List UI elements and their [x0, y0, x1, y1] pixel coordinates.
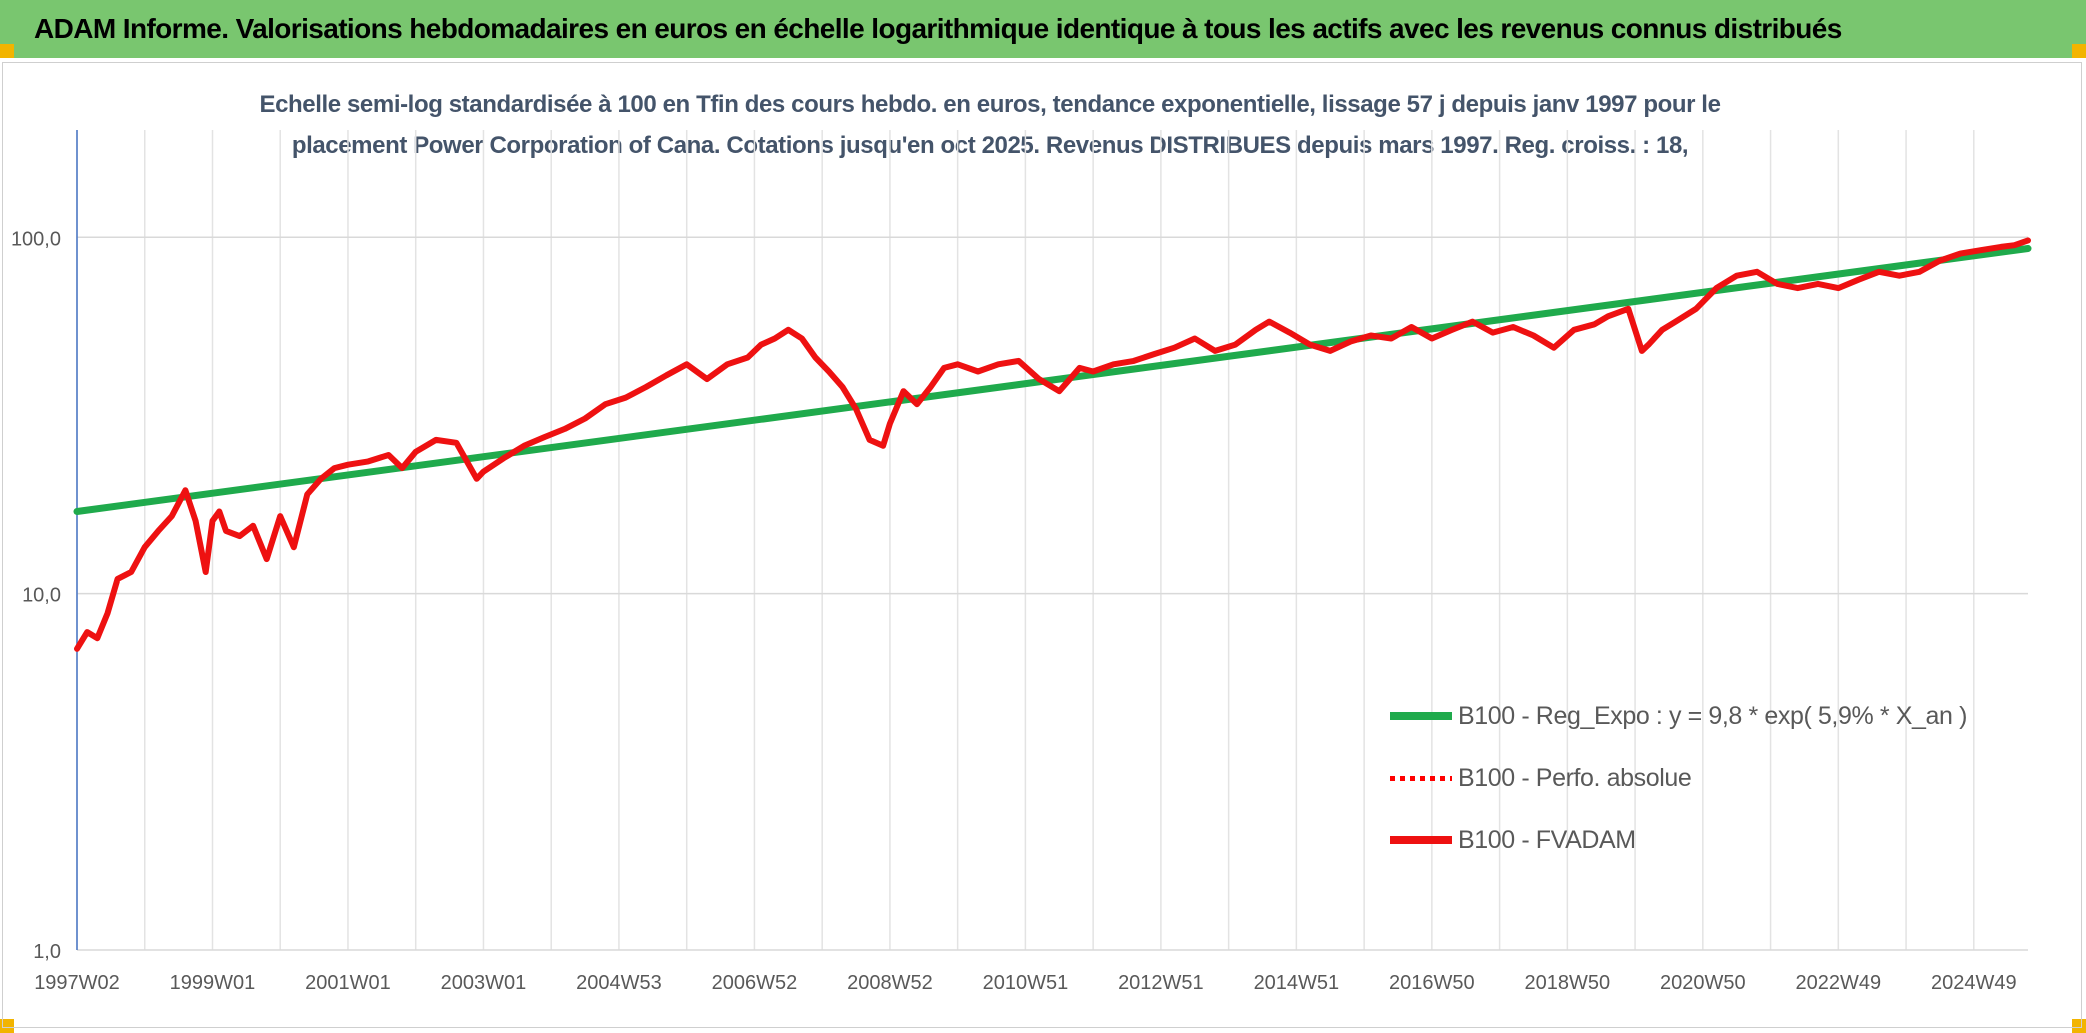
x-tick-label: 2024W49 — [1931, 972, 2017, 994]
corner-marker — [0, 44, 14, 58]
x-tick-label: 1999W01 — [170, 972, 256, 994]
y-tick-label: 100,0 — [11, 228, 61, 250]
legend-item-absolute: B100 - Perfo. absolue — [1390, 747, 1967, 809]
corner-marker — [2072, 1019, 2086, 1033]
x-tick-label: 2018W50 — [1525, 972, 1611, 994]
report-banner: ADAM Informe. Valorisations hebdomadaire… — [0, 0, 2086, 58]
x-tick-label: 2008W52 — [847, 972, 933, 994]
x-tick-label: 2014W51 — [1254, 972, 1340, 994]
y-tick-label: 1,0 — [33, 941, 61, 963]
legend-swatch-absolute — [1390, 775, 1452, 781]
legend-label-regression: B100 - Reg_Expo : y = 9,8 * exp( 5,9% * … — [1458, 701, 1967, 730]
y-tick-label: 10,0 — [22, 585, 61, 607]
legend-swatch-regression — [1390, 712, 1452, 720]
legend-label-absolute: B100 - Perfo. absolue — [1458, 763, 1692, 792]
x-tick-label: 2016W50 — [1389, 972, 1475, 994]
corner-marker — [2072, 44, 2086, 58]
x-tick-label: 2003W01 — [441, 972, 527, 994]
x-tick-label: 2012W51 — [1118, 972, 1204, 994]
series-line-0 — [73, 245, 2032, 515]
chart-legend: B100 - Reg_Expo : y = 9,8 * exp( 5,9% * … — [1390, 685, 1967, 871]
legend-item-fvadam: B100 - FVADAM — [1390, 809, 1967, 871]
x-tick-label: 1997W02 — [34, 972, 120, 994]
x-tick-label: 2006W52 — [712, 972, 798, 994]
chart-title: Echelle semi-log standardisée à 100 en T… — [140, 84, 1840, 166]
legend-swatch-fvadam — [1390, 836, 1452, 844]
x-tick-label: 2001W01 — [305, 972, 391, 994]
chart-frame — [2, 62, 2082, 1028]
x-tick-label: 2004W53 — [576, 972, 662, 994]
x-tick-label: 2020W50 — [1660, 972, 1746, 994]
corner-marker — [0, 1019, 14, 1033]
x-tick-label: 2022W49 — [1796, 972, 1882, 994]
report-title: ADAM Informe. Valorisations hebdomadaire… — [34, 13, 1842, 44]
legend-item-regression: B100 - Reg_Expo : y = 9,8 * exp( 5,9% * … — [1390, 685, 1967, 747]
legend-label-fvadam: B100 - FVADAM — [1458, 825, 1636, 854]
series-line-2 — [74, 237, 2031, 652]
x-tick-label: 2010W51 — [983, 972, 1069, 994]
chart-title-line-2: placement Power Corporation of Cana. Cot… — [291, 132, 1689, 159]
chart-title-line-1: Echelle semi-log standardisée à 100 en T… — [259, 91, 1721, 118]
